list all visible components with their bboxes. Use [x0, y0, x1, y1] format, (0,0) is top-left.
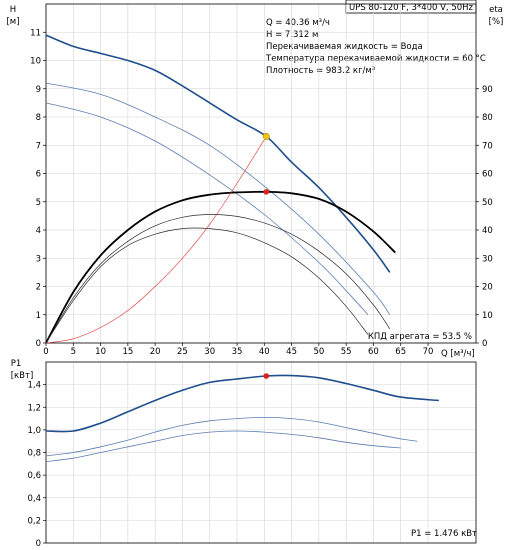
- top-y2label-line2: [%]: [489, 17, 504, 27]
- bottom-y-tick-label: 1,0: [27, 426, 41, 436]
- top-y-tick-label: 1: [36, 311, 41, 321]
- bottom-chart-curves: [45, 374, 439, 462]
- bottom-ylabel-line1: P1: [11, 359, 22, 369]
- top-series-line-2: [45, 102, 369, 316]
- top-y-tick-label: 11: [30, 28, 41, 38]
- info-flow: Q = 40.36 м³/ч: [266, 18, 330, 28]
- bottom-y-tick-label: 0,8: [27, 449, 41, 459]
- top-y2-tick-label: 10: [482, 311, 493, 321]
- top-y-tick-label: 10: [30, 57, 41, 67]
- top-series-line-1: [45, 82, 391, 316]
- bottom-chart-grid: [45, 362, 476, 544]
- top-y2-tick-label: 90: [482, 85, 493, 95]
- top-y2label-line1: eta: [489, 5, 503, 15]
- bottom-y-tick-label: 0: [36, 539, 41, 549]
- model-label: UPS 80-120 F, 3*400 V, 50Hz: [349, 3, 474, 13]
- top-plot-frame: [45, 3, 477, 344]
- bottom-chart-axes: 0 0,2 0,4 0,6 0,8 1,0 1,2 1,4: [27, 361, 477, 549]
- top-y2-tick-label: 70: [482, 141, 493, 151]
- top-y2-tick-label: 60: [482, 170, 493, 180]
- top-ylabel-line1: H: [10, 5, 16, 15]
- top-x-tick-label: 65: [395, 347, 406, 357]
- top-y-tick-label: 5: [36, 198, 41, 208]
- bottom-y-tick-label: 1,2: [27, 403, 41, 413]
- info-density: Плотность = 983.2 кг/м³: [266, 66, 375, 76]
- head-duty-point: [262, 132, 270, 140]
- top-x-tick-label: 15: [122, 347, 133, 357]
- bottom-y-tick-label: 0,2: [27, 516, 41, 526]
- top-y-tick-label: 3: [36, 254, 41, 264]
- bottom-ylabel-line2: [кВт]: [11, 371, 34, 381]
- top-y-tick-label: 6: [36, 170, 41, 180]
- top-x-tick-label: 30: [204, 347, 215, 357]
- top-x-tick-label: 25: [177, 347, 188, 357]
- top-y-tick-label: 8: [36, 113, 41, 123]
- top-x-tick-label: 50: [313, 347, 324, 357]
- top-series-line-5: [45, 227, 369, 344]
- top-chart-duty-points: [262, 132, 270, 195]
- top-y-tick-label: 0: [36, 339, 41, 349]
- bottom-series-line-1: [45, 417, 418, 457]
- top-x-tick-label: 5: [71, 347, 76, 357]
- top-xlabel: Q [м³/ч]: [441, 349, 475, 359]
- top-y-tick-label: 7: [36, 141, 41, 151]
- top-x-tick-label: 70: [423, 347, 434, 357]
- top-series-line-3: [45, 190, 396, 344]
- efficiency-label: КПД агрегата = 53.5 %: [368, 332, 472, 342]
- bottom-series-line-2: [45, 430, 401, 462]
- info-head: H = 7.312 м: [266, 30, 318, 40]
- top-x-tick-label: 40: [259, 347, 270, 357]
- top-x-tick-label: 0: [43, 347, 48, 357]
- duty-info-block: Q = 40.36 м³/ч H = 7.312 м Перекачиваема…: [265, 18, 486, 76]
- top-y2-tick-label: 50: [482, 198, 493, 208]
- top-x-tick-label: 60: [368, 347, 379, 357]
- top-x-tick-label: 20: [150, 347, 161, 357]
- top-series-line-0: [45, 34, 391, 273]
- power-label: P1 = 1.476 кВт: [411, 529, 477, 539]
- top-y2-tick-label: 80: [482, 113, 493, 123]
- top-x-tick-label: 10: [95, 347, 106, 357]
- bottom-plot-frame: [45, 361, 477, 544]
- top-x-tick-label: 55: [341, 347, 352, 357]
- bottom-y-tick-label: 0,4: [27, 494, 41, 504]
- top-series-line-6: [45, 136, 267, 344]
- top-y2-tick-label: 0: [482, 339, 487, 349]
- top-x-tick-label: 45: [286, 347, 297, 357]
- top-y-tick-label: 4: [36, 226, 41, 236]
- top-series-line-4: [45, 214, 391, 344]
- top-chart-axes: 0 5 10 15 20 25 30 35 40 45 50 55 60 65 70012345678910…: [30, 3, 493, 357]
- bottom-series-line-0: [45, 374, 439, 433]
- top-y2-tick-label: 40: [482, 226, 493, 236]
- info-temperature: Температура перекачиваемой жидкости = 60…: [265, 54, 486, 64]
- top-x-tick-label: 35: [232, 347, 243, 357]
- bottom-y-tick-label: 0,6: [27, 471, 41, 481]
- top-chart-curves: [45, 34, 396, 344]
- bottom-y-tick-label: 1,4: [27, 381, 41, 391]
- efficiency-duty-point: [263, 189, 270, 195]
- top-y-tick-label: 2: [36, 283, 41, 293]
- top-y2-tick-label: 20: [482, 283, 493, 293]
- top-y2-tick-label: 30: [482, 254, 493, 264]
- top-ylabel-line2: [м]: [6, 17, 19, 27]
- bottom-chart-duty-points: [263, 373, 270, 379]
- top-chart-grid: [45, 4, 476, 344]
- power-duty-point: [263, 373, 270, 379]
- info-liquid: Перекачиваемая жидкость = Вода: [266, 42, 423, 52]
- top-y-tick-label: 9: [36, 85, 41, 95]
